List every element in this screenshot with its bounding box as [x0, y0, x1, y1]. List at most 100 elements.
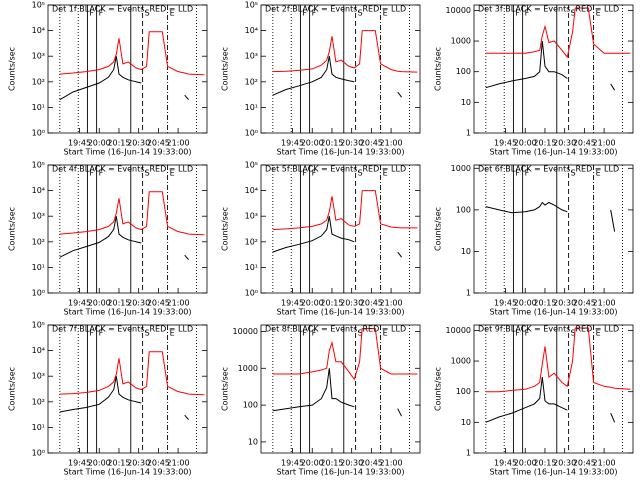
series-line: [272, 56, 402, 98]
y-tick-label: 10: [461, 98, 471, 107]
x-tick-label: 19:45: [281, 459, 304, 468]
x-tick-label: 21:00: [167, 459, 190, 468]
marker-label: E: [170, 9, 175, 18]
x-tick-label: 20:15: [533, 299, 556, 308]
series-line: [59, 376, 189, 421]
x-tick-label: 20:45: [147, 139, 170, 148]
y-tick-label: 10⁵: [32, 161, 45, 170]
x-tick-label: 19:45: [68, 459, 91, 468]
marker-label: S: [358, 329, 363, 338]
series-line: [59, 216, 189, 261]
x-tick-label: 20:45: [147, 299, 170, 308]
x-tick-label: 19:45: [281, 299, 304, 308]
series-line: [59, 191, 205, 236]
y-tick-label: 10²: [32, 237, 45, 246]
x-tick-label: 20:00: [514, 459, 537, 468]
series-line: [272, 328, 418, 381]
x-tick-label: 20:30: [553, 299, 576, 308]
y-tick-label: 10⁵: [245, 161, 258, 170]
y-tick-label: 10¹: [32, 423, 45, 432]
panel: 10⁰ 10¹ 10² 10³ 10⁴ 10⁵ 19:4520:0020:1520:3020…: [8, 161, 208, 317]
marker-label: S: [358, 9, 363, 18]
x-tick-label: 20:30: [340, 139, 363, 148]
y-tick-label: 10⁴: [245, 26, 258, 35]
plot-frame: [260, 4, 421, 134]
x-tick-label: 20:15: [533, 459, 556, 468]
x-tick-label: 21:00: [380, 139, 403, 148]
x-tick-label: 21:00: [167, 139, 190, 148]
y-tick-label: 10⁰: [245, 289, 258, 298]
marker-label: F: [89, 169, 94, 178]
series-line: [485, 201, 616, 232]
x-tick-label: 21:00: [593, 459, 616, 468]
panel: 10 100 1000 10000 19:4520:0020:1520:3020:452…: [221, 325, 421, 477]
marker-label: F: [515, 9, 520, 18]
marker-label: E: [596, 329, 601, 338]
y-tick-label: 10⁴: [32, 346, 45, 355]
y-tick-label: 10⁰: [32, 289, 45, 298]
x-tick-label: 20:00: [514, 139, 537, 148]
chart-title: Det 1f BLACK = Events, RED = LLD: [52, 5, 193, 14]
x-axis-label: Start Time (16-Jun-14 19:33:00): [490, 308, 618, 317]
y-tick-label: 10¹: [245, 263, 258, 272]
x-tick-label: 21:00: [380, 459, 403, 468]
panel: 1 10 100 1000 10000 19:4520:0020:1520:3020:45…: [434, 325, 634, 477]
y-tick-label: 10⁰: [32, 449, 45, 458]
x-axis-label: Start Time (16-Jun-14 19:33:00): [277, 308, 405, 317]
x-tick-label: 20:30: [340, 459, 363, 468]
marker-label: F: [525, 169, 530, 178]
marker-label: S: [145, 169, 150, 178]
x-tick-label: 20:30: [553, 459, 576, 468]
y-axis-label: Counts/sec: [8, 367, 17, 411]
y-axis-label: Counts/sec: [8, 207, 17, 251]
marker-label: S: [571, 9, 576, 18]
chart-title: Det 8f BLACK = Events, RED = LLD: [265, 325, 406, 334]
x-tick-label: 20:00: [301, 299, 324, 308]
series-line: [485, 7, 631, 59]
marker-label: S: [145, 329, 150, 338]
y-tick-label: 10¹: [32, 103, 45, 112]
y-tick-label: 10: [248, 437, 258, 446]
plot-frame: [47, 324, 208, 454]
marker-label: S: [571, 169, 576, 178]
x-tick-label: 20:30: [127, 459, 150, 468]
marker-label: F: [302, 329, 307, 338]
marker-label: F: [302, 169, 307, 178]
series-line: [59, 351, 205, 396]
marker-label: F: [99, 169, 104, 178]
y-tick-label: 10³: [245, 212, 258, 221]
y-tick-label: 10²: [245, 77, 258, 86]
series-line: [272, 190, 418, 231]
y-axis-label: Counts/sec: [221, 47, 230, 91]
x-tick-label: 20:45: [147, 459, 170, 468]
y-tick-label: 10000: [233, 327, 258, 336]
marker-label: F: [312, 169, 317, 178]
marker-label: E: [383, 169, 388, 178]
y-tick-label: 1: [466, 289, 471, 298]
y-tick-label: 10000: [446, 326, 471, 335]
y-tick-label: 10⁵: [32, 1, 45, 10]
y-axis-label: Counts/sec: [434, 47, 443, 91]
plot-frame: [473, 4, 634, 134]
x-axis-label: Start Time (16-Jun-14 19:33:00): [490, 468, 618, 477]
x-tick-label: 21:00: [167, 299, 190, 308]
chart-title: Det 4f BLACK = Events, RED = LLD: [52, 165, 193, 174]
x-tick-label: 20:45: [573, 139, 596, 148]
x-tick-label: 20:15: [320, 299, 343, 308]
y-axis-label: Counts/sec: [434, 367, 443, 411]
marker-label: F: [525, 329, 530, 338]
series-line: [272, 216, 402, 258]
marker-label: F: [89, 9, 94, 18]
x-tick-label: 19:45: [281, 139, 304, 148]
panel: 10⁰ 10¹ 10² 10³ 10⁴ 10⁵ 19:4520:0020:1520:3020…: [221, 1, 421, 157]
x-axis-label: Start Time (16-Jun-14 19:33:00): [64, 468, 192, 477]
marker-label: E: [596, 169, 601, 178]
plot-frame: [260, 324, 421, 454]
panel: 1 10 100 1000 19:4520:0020:1520:3020:4521:00…: [434, 164, 634, 317]
marker-label: F: [312, 329, 317, 338]
y-tick-label: 10000: [446, 6, 471, 15]
x-tick-label: 19:45: [494, 459, 517, 468]
y-tick-label: 100: [456, 205, 471, 214]
plot-frame: [47, 164, 208, 294]
y-tick-label: 1000: [451, 357, 471, 366]
